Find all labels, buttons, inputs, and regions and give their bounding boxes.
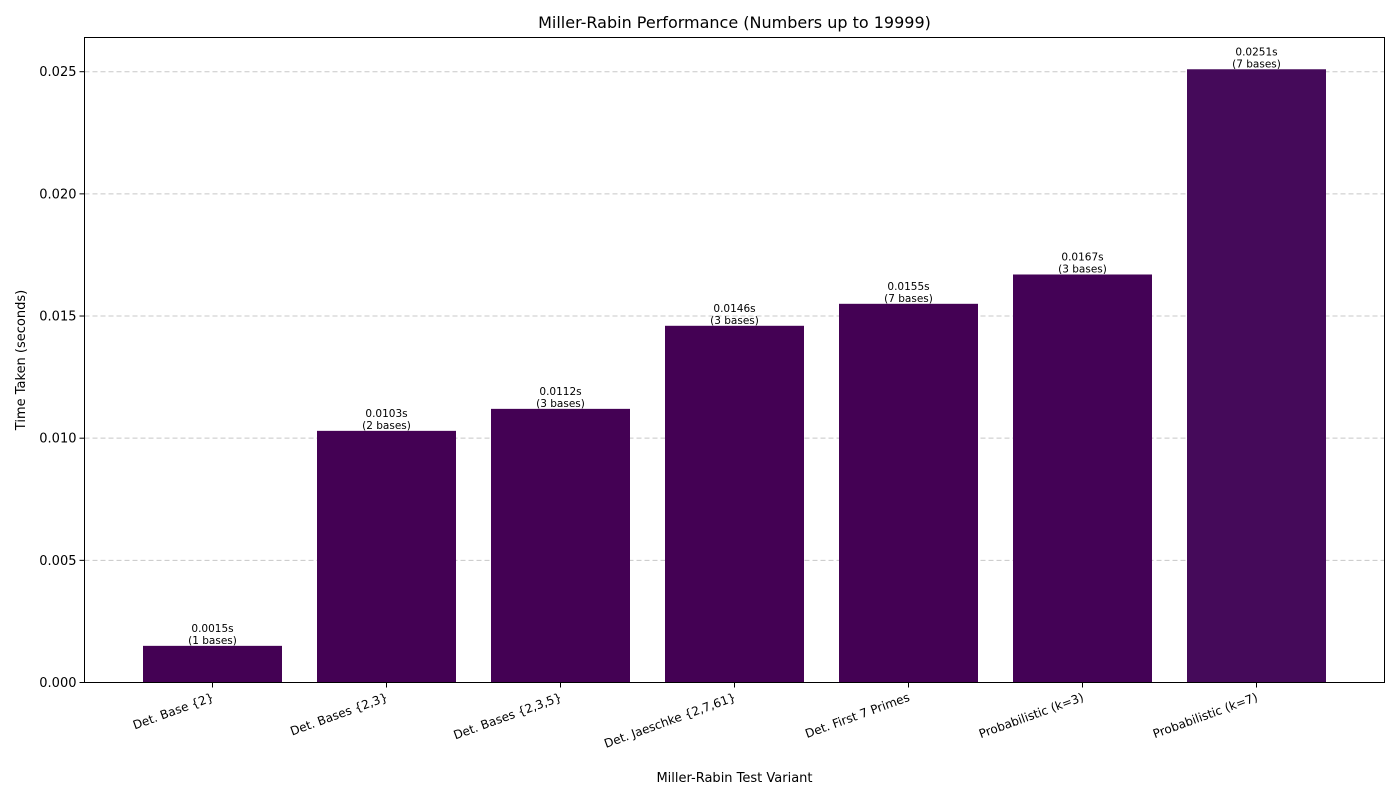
bar [317, 430, 456, 683]
x-tick-label: Det. Bases {2,3} [288, 690, 389, 738]
bars [143, 69, 1326, 683]
bar-value-label: 0.0146s [713, 303, 755, 315]
x-tick-label: Det. First 7 Primes [803, 690, 911, 741]
x-tick-label: Det. Base {2} [131, 690, 216, 732]
bar-bases-label: (3 bases) [710, 315, 759, 327]
x-tick-label: Probabilistic (k=3) [977, 690, 1085, 741]
x-axis: Det. Base {2} Det. Bases {2,3} Det. Bases … [131, 682, 1260, 751]
bar-bases-label: (1 bases) [188, 635, 237, 647]
bar-bases-label: (3 bases) [536, 398, 585, 410]
x-tick-label: Det. Bases {2,3,5} [452, 690, 564, 742]
bar [839, 303, 978, 683]
bar-bases-label: (2 bases) [362, 420, 411, 432]
bar-value-label: 0.0112s [539, 386, 581, 398]
y-tick-label: 0.000 [39, 676, 76, 691]
x-tick-label: Probabilistic (k=7) [1151, 690, 1259, 741]
y-tick-label: 0.010 [39, 432, 76, 447]
y-tick-label: 0.005 [39, 554, 76, 569]
y-tick-label: 0.020 [39, 187, 76, 202]
bar-value-label: 0.0015s [191, 623, 233, 635]
bar-labels: 0.0015s(1 bases)0.0103s(2 bases)0.0112s(… [188, 46, 1281, 647]
bar [1187, 69, 1326, 683]
bar-bases-label: (3 bases) [1058, 263, 1107, 275]
bar-value-label: 0.0167s [1061, 251, 1103, 263]
x-axis-label: Miller-Rabin Test Variant [656, 771, 812, 786]
bar [491, 408, 630, 683]
y-axis-label: Time Taken (seconds) [14, 290, 29, 431]
y-tick-label: 0.025 [39, 65, 76, 80]
bar-bases-label: (7 bases) [884, 293, 933, 305]
bar-value-label: 0.0155s [887, 281, 929, 293]
bar-value-label: 0.0103s [365, 408, 407, 420]
x-tick-label: Det. Jaeschke {2,7,61} [602, 690, 737, 751]
bar [665, 325, 804, 683]
bar-value-label: 0.0251s [1235, 46, 1277, 58]
bar [1013, 274, 1152, 683]
bar [143, 645, 282, 683]
y-axis: 0.000 0.005 0.010 0.015 0.020 0.025 [39, 65, 85, 691]
chart-title: Miller-Rabin Performance (Numbers up to … [538, 13, 931, 32]
bar-bases-label: (7 bases) [1232, 58, 1281, 70]
y-tick-label: 0.015 [39, 310, 76, 325]
